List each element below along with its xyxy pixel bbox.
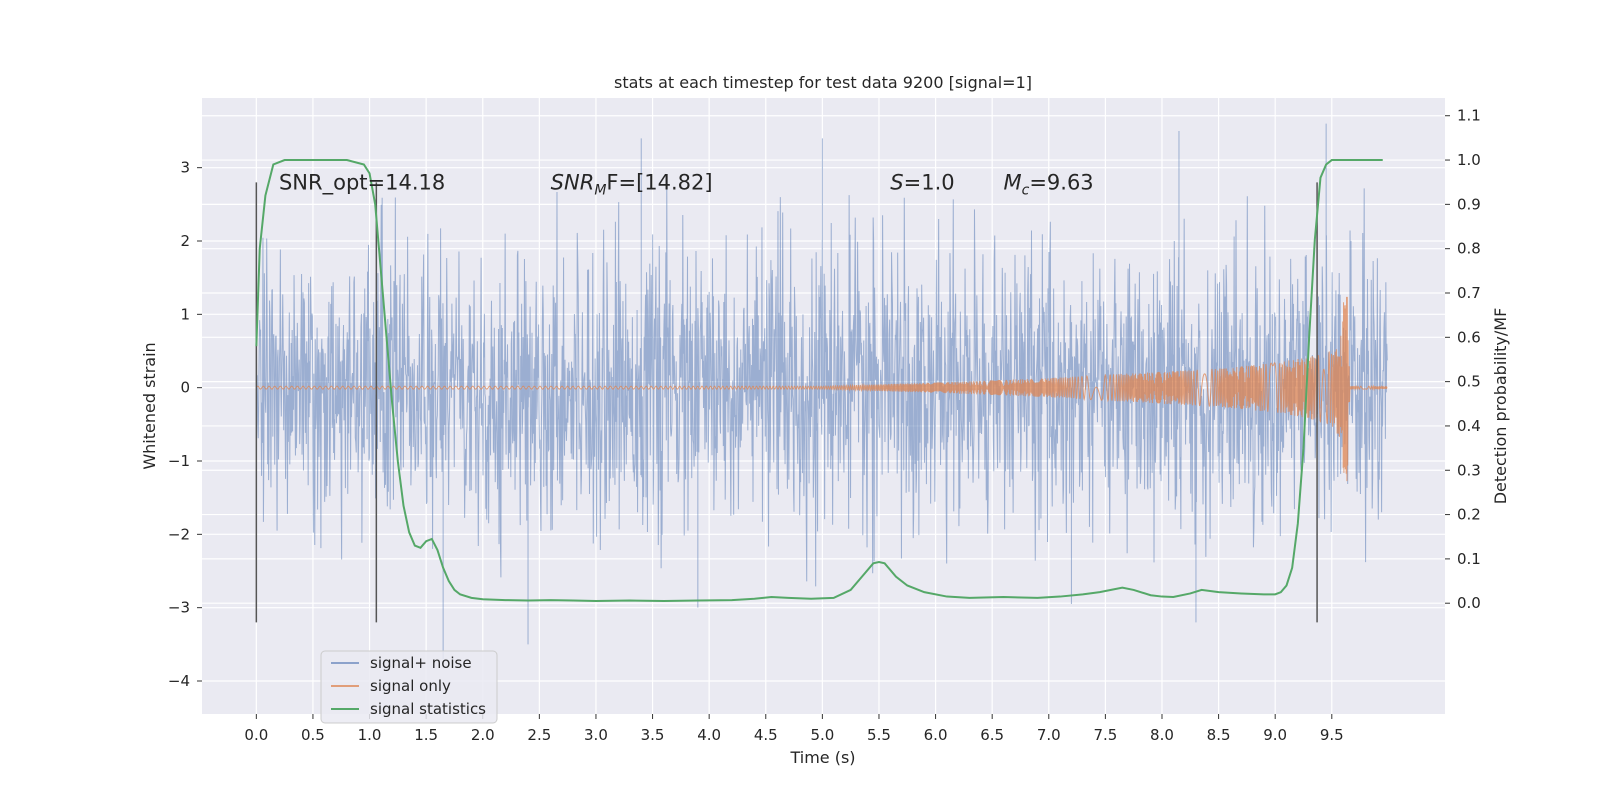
- x-tick-label: 8.5: [1207, 726, 1231, 744]
- annotation-snr-opt: SNR_opt=14.18: [279, 170, 445, 195]
- series-line-stats: [255, 159, 1383, 602]
- noise-series-layer: [255, 123, 1388, 659]
- x-tick-label: 9.0: [1263, 726, 1287, 744]
- legend-label-noise: signal+ noise: [370, 654, 472, 672]
- y-tick-label-right: 1.0: [1457, 151, 1481, 169]
- y-tick-label-right: 1.1: [1457, 107, 1481, 125]
- x-axis-label: Time (s): [789, 748, 855, 767]
- x-tick-label: 3.5: [641, 726, 665, 744]
- series-line-noise: [255, 123, 1388, 659]
- legend-label-signal: signal only: [370, 677, 451, 695]
- y-tick-label-right: 0.3: [1457, 461, 1481, 479]
- x-tick-label: 7.5: [1093, 726, 1117, 744]
- x-tick-label: 0.0: [244, 726, 268, 744]
- y-tick-label: 0: [180, 379, 190, 397]
- series-line-signal: [255, 296, 1388, 482]
- x-tick-label: 0.5: [301, 726, 325, 744]
- x-tick-label: 6.5: [980, 726, 1004, 744]
- signal-series-layer: [255, 296, 1388, 482]
- y-axis-label: Whitened strain: [140, 342, 159, 469]
- x-tick-label: 2.0: [471, 726, 495, 744]
- legend: signal+ noise signal only signal statist…: [320, 650, 498, 724]
- chart-title: stats at each timestep for test data 920…: [614, 73, 1032, 92]
- y-tick-label: −4: [168, 672, 190, 690]
- y-tick-label-right: 0.1: [1457, 550, 1481, 568]
- y-tick-label-right: 0.8: [1457, 240, 1481, 258]
- legend-label-stats: signal statistics: [370, 700, 486, 718]
- tick-layer: 0.0 0.5 1.0 1.5 2.0 2.5 3.0 3.5 4.0 4.5 5.0 5.5 6.0 6…: [168, 107, 1481, 744]
- x-tick-label: 2.5: [527, 726, 551, 744]
- x-tick-label: 1.0: [358, 726, 382, 744]
- x-tick-label: 1.5: [414, 726, 438, 744]
- stats-series-layer: [255, 159, 1383, 602]
- x-tick-label: 9.5: [1320, 726, 1344, 744]
- y-tick-label: −3: [168, 599, 190, 617]
- y-tick-label-right: 0.6: [1457, 328, 1481, 346]
- x-tick-label: 3.0: [584, 726, 608, 744]
- x-tick-label: 5.5: [867, 726, 891, 744]
- x-tick-label: 6.0: [924, 726, 948, 744]
- y-tick-label-right: 0.7: [1457, 284, 1481, 302]
- annotation-mc-value: Mc=9.63: [1003, 170, 1093, 198]
- annotation-layer: SNR_opt=14.18 SNRMF=[14.82] S=1.0 Mc=9.63: [279, 170, 1094, 198]
- y-tick-label-right: 0.0: [1457, 594, 1481, 612]
- y-tick-label: 2: [180, 232, 190, 250]
- vline-layer: [255, 182, 1318, 623]
- x-tick-label: 7.0: [1037, 726, 1061, 744]
- x-tick-label: 5.0: [810, 726, 834, 744]
- y-tick-label-right: 0.9: [1457, 195, 1481, 213]
- y-tick-label-right: 0.2: [1457, 506, 1481, 524]
- x-tick-label: 4.5: [754, 726, 778, 744]
- legend-box: [320, 650, 498, 724]
- y-tick-label: −2: [168, 525, 190, 543]
- y-tick-label: −1: [168, 452, 190, 470]
- y-tick-label-right: 0.4: [1457, 417, 1481, 435]
- annotation-snr-mf: SNRMF=[14.82]: [551, 170, 713, 198]
- x-tick-label: 8.0: [1150, 726, 1174, 744]
- y-tick-label: 3: [180, 159, 190, 177]
- x-tick-label: 4.0: [697, 726, 721, 744]
- y-tick-label-right: 0.5: [1457, 373, 1481, 391]
- y-tick-label: 1: [180, 305, 190, 323]
- y-axis-label-right: Detection probability/MF: [1491, 308, 1510, 505]
- annotation-s-value: S=1.0: [890, 170, 954, 194]
